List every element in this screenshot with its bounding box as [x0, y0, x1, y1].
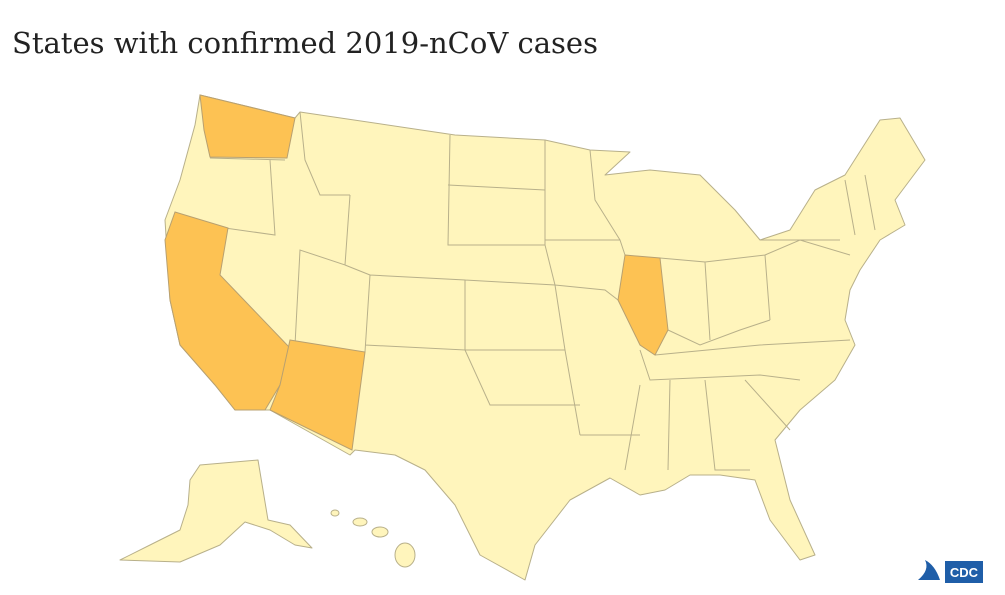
- contiguous-states: [164, 94, 926, 581]
- hawaii: [330, 509, 416, 568]
- highlighted-state: [617, 254, 669, 356]
- map-title: States with confirmed 2019-nCoV cases: [12, 26, 598, 60]
- alaska: [119, 459, 313, 563]
- logo-text: CDC: [950, 565, 979, 580]
- highlighted-state: [199, 94, 296, 159]
- cdc-logo: CDC: [918, 560, 983, 583]
- state-borders: [209, 111, 876, 471]
- highlighted-state: [164, 211, 291, 411]
- highlighted-state: [269, 339, 366, 451]
